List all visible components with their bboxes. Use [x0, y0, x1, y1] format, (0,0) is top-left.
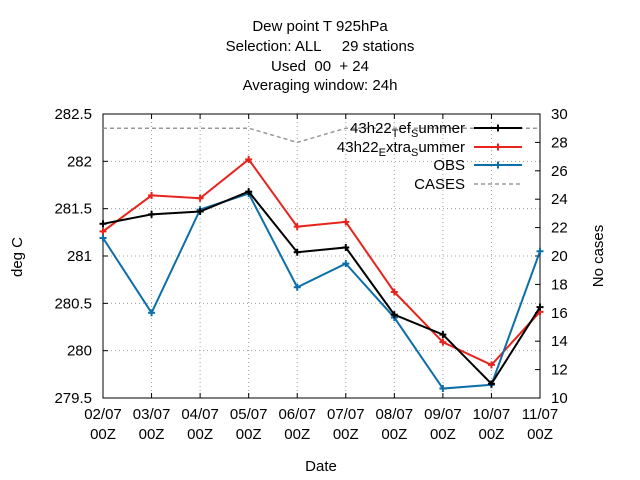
y-tick-label: 282 — [67, 153, 92, 170]
x-tick-label: 11/07 — [522, 406, 558, 423]
y2-tick-label: 16 — [551, 305, 568, 322]
data-point — [99, 227, 107, 235]
legend-label-part: ef — [398, 120, 411, 137]
data-point — [148, 210, 156, 218]
y2-tick-label: 14 — [551, 333, 568, 350]
x-tick-label: 00Z — [527, 426, 553, 443]
x-tick-label: 00Z — [284, 426, 310, 443]
chart-title-line-3: Used 00 + 24 — [271, 58, 369, 75]
series-line-43h22-tef-summer — [102, 190, 541, 386]
chart-title-line-1: Dew point T 925hPa — [252, 18, 388, 35]
y2-tick-label: 30 — [551, 106, 568, 123]
x-tick-label: 09/07 — [424, 406, 462, 423]
x-tick-label: 02/07 — [84, 406, 122, 423]
chart-title-line-4: Averaging window: 24h — [242, 77, 398, 94]
y2-tick-label: 18 — [551, 276, 568, 293]
data-point — [487, 380, 495, 388]
series-line-43h22-extra-summer — [102, 158, 541, 367]
legend-label-part: E — [379, 147, 386, 159]
legend-label-part: S — [411, 128, 418, 140]
data-point — [99, 234, 107, 242]
series-line-cases — [103, 127, 540, 144]
x-tick-label: 06/07 — [278, 406, 316, 423]
data-point — [293, 283, 301, 291]
legend-label-part: T — [392, 128, 399, 140]
y-tick-label: 282.5 — [54, 106, 92, 123]
grid-lines — [103, 114, 540, 398]
y2-tick-label: 22 — [551, 220, 568, 237]
data-point — [390, 288, 398, 296]
x-tick-label: 05/07 — [230, 406, 268, 423]
data-point — [342, 260, 350, 268]
x-tick-label: 00Z — [236, 426, 262, 443]
y2-tick-label: 26 — [551, 163, 568, 180]
series-line-obs — [102, 192, 541, 390]
data-point — [439, 385, 447, 393]
y-tick-label: 281.5 — [54, 201, 92, 218]
legend-label: CASES — [414, 176, 465, 193]
data-point — [487, 361, 495, 369]
legend-label-part: ummer — [418, 120, 465, 137]
y-tick-label: 281 — [67, 248, 92, 265]
x-tick-label: 00Z — [187, 426, 213, 443]
y2-tick-label: 20 — [551, 248, 568, 265]
y2-tick-label: 12 — [551, 362, 568, 379]
data-point — [439, 331, 447, 339]
x-tick-label: 00Z — [381, 426, 407, 443]
y2-tick-label: 28 — [551, 134, 568, 151]
y2-tick-label: 10 — [551, 390, 568, 407]
legend-label: 43h22TefSummer — [350, 120, 465, 140]
legend-marker — [494, 124, 502, 132]
data-point — [196, 194, 204, 202]
data-point — [536, 303, 544, 311]
x-axis-label: Date — [305, 458, 337, 475]
data-point — [196, 208, 204, 216]
legend-marker — [494, 143, 502, 151]
legend-label: 43h22ExtraSummer — [337, 139, 465, 159]
legend-label-part: OBS — [433, 157, 465, 174]
x-tick-label: 00Z — [430, 426, 456, 443]
legend-label-part: S — [411, 147, 418, 159]
data-point — [148, 309, 156, 317]
x-tick-label: 00Z — [139, 426, 165, 443]
data-point — [439, 338, 447, 346]
legend-label-part: 43h22 — [337, 139, 379, 156]
y-tick-label: 280.5 — [54, 295, 92, 312]
x-tick-label: 00Z — [333, 426, 359, 443]
data-point — [342, 243, 350, 251]
legend-label-part: xtra — [386, 139, 412, 156]
data-point — [293, 248, 301, 256]
y-tick-label: 280 — [67, 343, 92, 360]
legend-label: OBS — [433, 157, 465, 174]
data-point — [293, 223, 301, 231]
y2-tick-label: 24 — [551, 191, 568, 208]
x-tick-label: 07/07 — [327, 406, 365, 423]
legend-marker — [494, 161, 502, 169]
data-point — [245, 188, 253, 196]
legend-label-part: ummer — [418, 139, 465, 156]
data-point — [536, 247, 544, 255]
axes: 02/07 00Z 03/07 00Z 04/07 00Z 05/07 00Z 06/07 00Z… — [54, 106, 567, 443]
legend-label-part: CASES — [414, 176, 465, 193]
data-point — [390, 311, 398, 319]
x-tick-label: 08/07 — [376, 406, 414, 423]
x-tick-label: 03/07 — [133, 406, 171, 423]
y2-axis-label: No cases — [590, 225, 607, 288]
plot-frame — [102, 113, 541, 399]
data-point — [99, 220, 107, 228]
chart-title-line-2: Selection: ALL 29 stations — [225, 38, 415, 55]
x-tick-label: 00Z — [479, 426, 505, 443]
data-point — [148, 191, 156, 199]
x-tick-label: 10/07 — [473, 406, 511, 423]
x-tick-label: 00Z — [90, 426, 116, 443]
y-axis-label: deg C — [9, 237, 26, 277]
legend-label-part: 43h22 — [350, 120, 392, 137]
x-tick-label: 04/07 — [181, 406, 219, 423]
data-point — [342, 218, 350, 226]
y-tick-label: 279.5 — [54, 390, 92, 407]
series-layer — [99, 127, 544, 393]
data-point — [245, 155, 253, 163]
